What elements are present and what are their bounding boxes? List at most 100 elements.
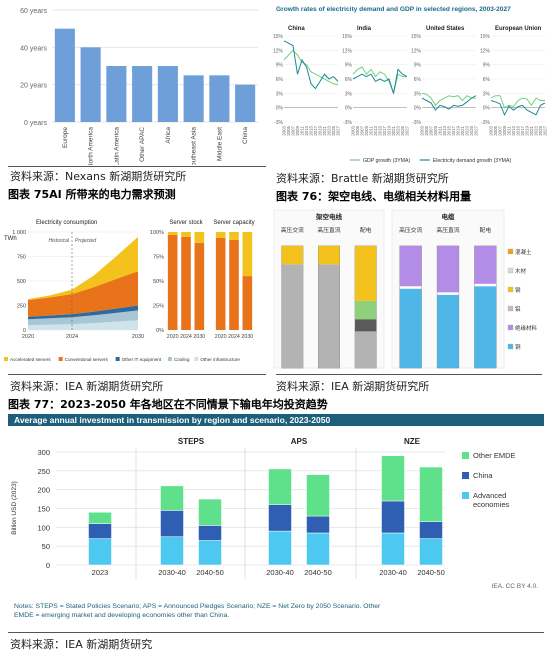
annotation-historical: Historical bbox=[48, 238, 69, 244]
x-tick-label: 2030-40 bbox=[158, 568, 186, 577]
y-tick-label: 12% bbox=[342, 48, 353, 54]
figure-caption-76: 图表 76：架空电线、电缆相关材料用量 bbox=[276, 190, 472, 203]
x-tick-label: China bbox=[242, 127, 249, 144]
legend-label: Electricity demand growth (3YMA) bbox=[433, 158, 512, 164]
x-tick-label: 2020 bbox=[22, 334, 34, 340]
bar-segment bbox=[215, 237, 226, 330]
bar-segment bbox=[355, 331, 377, 368]
materials-chart: 架空电线 高压交流 高压直流 配电 电缆 高压交流 高压直流 配电 混凝土 木材钢铝绝缘材料铜 bbox=[272, 206, 550, 374]
scenario-label: NZE bbox=[404, 437, 421, 446]
divider-ml bbox=[8, 374, 266, 375]
bar-segment bbox=[181, 232, 191, 237]
series-line bbox=[421, 92, 476, 107]
legend-label: Other IT equipment bbox=[122, 357, 162, 362]
legend-swatch bbox=[167, 357, 172, 361]
panel-title: China bbox=[288, 26, 305, 32]
growth-rates-chart: Growth rates of electricity demand and G… bbox=[272, 0, 550, 168]
y-tick-label: 20 years bbox=[20, 83, 47, 90]
divider-bottom bbox=[8, 632, 544, 633]
cable-life-chart: 0 years 20 years 40 years 60 years Europe Nor… bbox=[0, 0, 268, 170]
x-tick-label: 2009 bbox=[364, 125, 369, 135]
scenario-label: APS bbox=[291, 437, 308, 446]
cable-life-svg: 0 years 20 years 40 years 60 years Europe Nor… bbox=[20, 8, 258, 170]
x-tick-label: 2025 bbox=[400, 125, 405, 135]
y-tick-label: 50 bbox=[42, 542, 50, 551]
legend-swatch bbox=[507, 267, 514, 274]
y-tick-label: 0 bbox=[23, 328, 26, 334]
bar-segment bbox=[399, 288, 422, 368]
chart-title: Server stock bbox=[169, 220, 203, 226]
bar-segment bbox=[268, 504, 292, 532]
y-tick-label: -3% bbox=[343, 120, 352, 126]
legend-label: Advanced bbox=[473, 491, 506, 500]
y-tick-label: 50% bbox=[153, 279, 164, 285]
bar-segment bbox=[437, 294, 459, 368]
x-tick-label: 2011 bbox=[369, 125, 374, 135]
x-tick-label: 2040-50 bbox=[417, 568, 445, 577]
x-tick-label: 2023 bbox=[534, 125, 539, 135]
category-label: 高压交流 bbox=[399, 226, 422, 234]
y-tick-label: 150 bbox=[37, 505, 50, 514]
bar bbox=[183, 75, 204, 122]
x-tick-label: Southeast Asia bbox=[191, 127, 198, 165]
x-tick-label: 2027 bbox=[543, 125, 548, 135]
y-tick-label: 100 bbox=[37, 523, 50, 532]
category-label: 配电 bbox=[480, 226, 492, 234]
x-tick-label: 2017 bbox=[451, 125, 456, 135]
x-tick-label: 2013 bbox=[442, 125, 447, 135]
x-tick-label: 2023 bbox=[396, 125, 401, 135]
y-tick-label: 9% bbox=[345, 63, 353, 69]
series-line bbox=[352, 66, 407, 96]
legend-label: Other EMDE bbox=[473, 451, 516, 460]
x-tick-label: 2021 bbox=[391, 125, 396, 135]
chart-title: Server capacity bbox=[213, 220, 254, 226]
source-note-tr: 资料来源：Brattle 新湖期货研究所 bbox=[276, 172, 449, 185]
x-tick-label: 2017 bbox=[382, 125, 387, 135]
chart-title: 架空电线 bbox=[315, 212, 343, 221]
title-bar bbox=[8, 414, 544, 426]
x-tick-label: 2013 bbox=[304, 125, 309, 135]
x-tick-label: 2015 bbox=[309, 125, 314, 135]
bar-segment bbox=[242, 232, 253, 277]
bar bbox=[132, 66, 153, 122]
panel-title: United States bbox=[426, 26, 465, 32]
divider-tl bbox=[8, 166, 266, 167]
y-tick-label: 250 bbox=[17, 304, 26, 310]
bar-segment bbox=[474, 286, 497, 368]
bar bbox=[235, 84, 256, 122]
x-tick-label: 2019 bbox=[387, 125, 392, 135]
x-tick-label: 2003 bbox=[351, 125, 356, 135]
x-tick-label: 2027 bbox=[405, 125, 410, 135]
area-series bbox=[28, 305, 138, 320]
bar-segment bbox=[160, 510, 184, 537]
x-tick-label: 2019 bbox=[456, 125, 461, 135]
x-tick-label: 2030 bbox=[132, 334, 144, 340]
x-tick-label: 2017 bbox=[313, 125, 318, 135]
bar-segment bbox=[194, 242, 205, 330]
x-tick-label: 2007 bbox=[360, 125, 365, 135]
legend-swatch bbox=[4, 357, 8, 361]
scenario-label: STEPS bbox=[178, 437, 205, 446]
legend-label: Other infrastructure bbox=[200, 357, 240, 362]
x-tick-label: Middle East bbox=[216, 127, 223, 161]
x-tick-label: 2023 bbox=[465, 125, 470, 135]
legend-label: 木材 bbox=[515, 267, 527, 275]
bar-segment bbox=[306, 474, 330, 517]
chart-title: 电缆 bbox=[442, 212, 456, 221]
y-axis-label: Billion USD (2023) bbox=[11, 481, 18, 534]
bar-segment bbox=[355, 300, 377, 320]
area-series bbox=[28, 320, 138, 330]
legend-swatch bbox=[462, 492, 469, 499]
legend-swatch bbox=[507, 286, 514, 293]
source-note-mr: 资料来源：IEA 新湖期货研究所 bbox=[276, 380, 430, 393]
notes-line-2: EMDE = emerging market and developing ec… bbox=[14, 612, 229, 619]
bar-segment bbox=[437, 292, 459, 295]
x-tick-label: 2013 bbox=[511, 125, 516, 135]
x-tick-label: 2007 bbox=[498, 125, 503, 135]
bar-segment bbox=[281, 246, 303, 265]
x-tick-label: 2011 bbox=[300, 125, 305, 135]
bar-segment bbox=[281, 264, 303, 368]
y-tick-label: 0% bbox=[156, 328, 164, 334]
source-note-bottom: 资料来源：IEA 新湖期货研究 bbox=[10, 638, 153, 651]
x-tick-label: 2003 bbox=[282, 125, 287, 135]
